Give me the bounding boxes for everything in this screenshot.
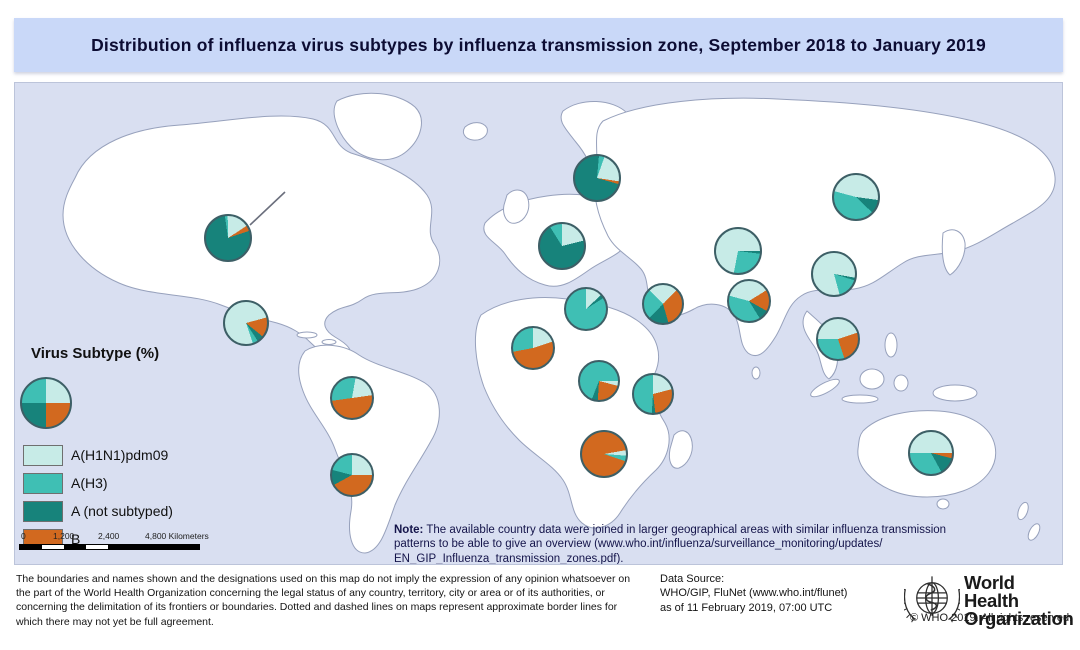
pie-chart-western-asia: [642, 283, 684, 325]
who-emblem-icon: [904, 576, 960, 623]
legend-title: Virus Subtype (%): [31, 345, 160, 362]
legend-label-b: B: [71, 531, 81, 547]
island-java: [841, 394, 879, 404]
legend-label-h1n1: A(H1N1)pdm09: [71, 447, 169, 463]
pie-chart-eastern-europe: [832, 173, 880, 221]
who-wordmark-line1: World Health: [964, 572, 1019, 612]
legend-label-a_not: A (not subtyped): [71, 503, 173, 519]
pie-chart-oceania: [908, 430, 954, 476]
continent-south-america: [298, 344, 440, 554]
pie-chart-tropical-south-america: [330, 376, 374, 420]
continent-asia: [594, 97, 1056, 357]
island-new-zealand-north: [1017, 501, 1029, 521]
data-source-date: as of 11 February 2019, 07:00 UTC: [660, 601, 833, 614]
pie-chart-northern-africa: [564, 287, 608, 331]
iceland: [462, 122, 488, 141]
note-text: The available country data were joined i…: [394, 524, 947, 565]
japan: [941, 229, 966, 276]
scale-segment: [64, 545, 86, 549]
legend-swatch-a_not: [23, 500, 63, 522]
island-sri-lanka: [751, 366, 761, 380]
island-philippines: [884, 332, 898, 358]
data-source-heading: Data Source:: [660, 573, 725, 585]
legend-label-h3: A(H3): [71, 475, 108, 491]
page-title: Distribution of influenza virus subtypes…: [91, 34, 986, 55]
pie-chart-western-africa: [511, 326, 555, 370]
greenland: [333, 92, 422, 161]
scale-bar: 0 1,200 2,400 4,800 Kilometers: [19, 531, 239, 557]
pie-chart-central-asia: [714, 227, 762, 275]
scale-label-4800: 4,800 Kilometers: [145, 531, 209, 541]
legend-item-h3: A(H3): [23, 469, 173, 497]
legend-sample-pie: [20, 377, 72, 429]
data-source: Data Source: WHO/GIP, FluNet (www.who.in…: [660, 572, 847, 615]
map-note: Note: The available country data were jo…: [394, 523, 960, 565]
scale-label-2400: 2,400: [98, 531, 120, 541]
united-kingdom: [503, 189, 530, 224]
legend-item-h1n1: A(H1N1)pdm09: [23, 441, 173, 469]
pie-chart-middle-africa: [578, 360, 620, 402]
pie-chart-south-east-asia: [816, 317, 860, 361]
island-new-zealand-south: [1027, 523, 1041, 541]
legend-swatch-h3: [23, 472, 63, 494]
scale-bar-segments: [19, 544, 200, 550]
islands-caribbean: [296, 331, 318, 339]
leader-line-north-america: [249, 191, 286, 226]
who-wordmark: World Health Organization: [964, 572, 1074, 630]
pie-chart-central-america-and-caribbean: [223, 300, 269, 346]
island-sulawesi: [893, 374, 909, 392]
scale-segment: [42, 545, 64, 549]
pie-chart-southern-africa: [580, 430, 628, 478]
pie-chart-southern-asia: [727, 279, 771, 323]
scale-segment: [20, 545, 42, 549]
pie-chart-western-europe: [538, 222, 586, 270]
scale-segment: [108, 545, 199, 549]
pie-chart-eastern-africa: [632, 373, 674, 415]
note-label: Note:: [394, 524, 424, 536]
pie-chart-temperate-south-america: [330, 453, 374, 497]
island-borneo: [859, 368, 885, 390]
pie-chart-northern-europe: [573, 154, 621, 202]
scale-segment: [86, 545, 108, 549]
legend-sample-pie-slot: [20, 377, 72, 429]
pie-chart-north-america: [204, 214, 252, 262]
data-source-detail: WHO/GIP, FluNet (www.who.int/flunet): [660, 587, 848, 600]
who-copyright: © WHO 2019. All rights reserved.: [910, 612, 1073, 624]
legend-swatch-h1n1: [23, 444, 63, 466]
map-legend: Virus Subtype (%) A(H1N1)pdm09 A(H3) A (no…: [19, 345, 249, 550]
scale-label-1200: 1,200: [53, 531, 75, 541]
world-map: Virus Subtype (%) A(H1N1)pdm09 A(H3) A (no…: [14, 82, 1063, 565]
island-sumatra: [810, 378, 840, 398]
islands-caribbean-2: [321, 339, 337, 345]
scale-label-0: 0: [21, 531, 26, 541]
pie-chart-eastern-asia: [811, 251, 857, 297]
boundaries-disclaimer: The boundaries and names shown and the d…: [16, 573, 631, 628]
continent-africa: [475, 297, 670, 529]
who-wordmark-line2: Organization: [964, 608, 1074, 630]
island-new-guinea: [932, 384, 978, 402]
island-tasmania: [936, 498, 950, 510]
legend-item-a_not: A (not subtyped): [23, 497, 173, 525]
madagascar: [668, 430, 693, 469]
title-band: Distribution of influenza virus subtypes…: [14, 18, 1063, 72]
